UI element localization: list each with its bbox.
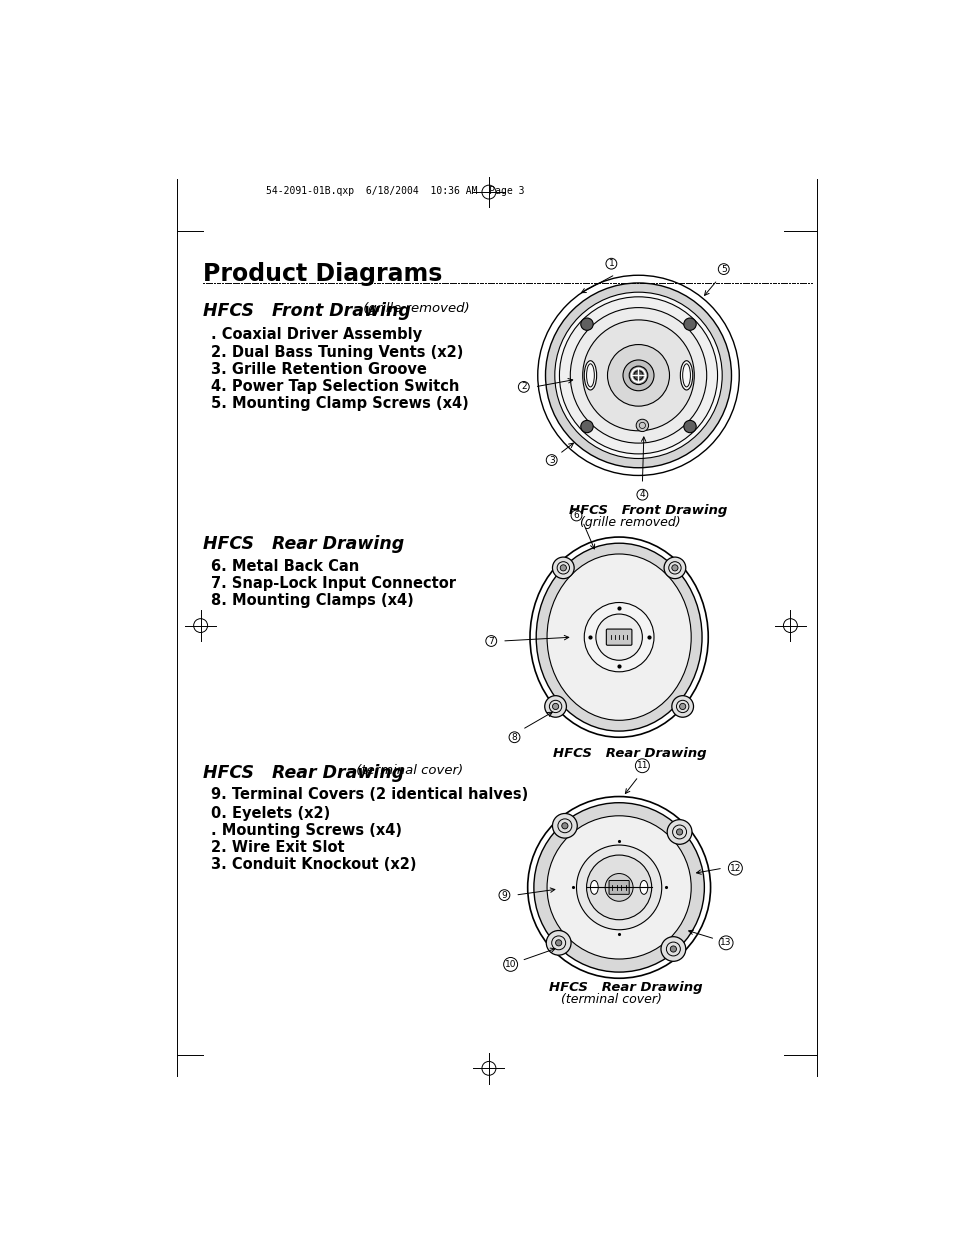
- Circle shape: [555, 293, 721, 458]
- Circle shape: [633, 370, 642, 380]
- Circle shape: [683, 317, 696, 330]
- Circle shape: [671, 564, 678, 571]
- Circle shape: [546, 930, 571, 955]
- Circle shape: [546, 454, 557, 466]
- Circle shape: [636, 419, 648, 431]
- Text: Product Diagrams: Product Diagrams: [203, 262, 442, 287]
- Circle shape: [719, 936, 732, 950]
- Text: 3: 3: [548, 456, 554, 464]
- Circle shape: [544, 695, 566, 718]
- Circle shape: [607, 345, 669, 406]
- Circle shape: [559, 564, 566, 571]
- Text: . Mounting Screws (x4): . Mounting Screws (x4): [211, 823, 401, 837]
- Circle shape: [498, 889, 509, 900]
- Text: 13: 13: [720, 939, 731, 947]
- Circle shape: [517, 382, 529, 393]
- Text: HFCS   Front Drawing: HFCS Front Drawing: [568, 504, 726, 517]
- Circle shape: [671, 695, 693, 718]
- Text: 7: 7: [488, 636, 494, 646]
- Circle shape: [622, 359, 654, 390]
- Circle shape: [509, 732, 519, 742]
- Circle shape: [604, 873, 633, 902]
- Text: (terminal cover): (terminal cover): [352, 764, 462, 777]
- Text: HFCS   Rear Drawing: HFCS Rear Drawing: [553, 747, 706, 761]
- Ellipse shape: [639, 881, 647, 894]
- Ellipse shape: [590, 881, 598, 894]
- Circle shape: [728, 861, 741, 876]
- Text: (grille removed): (grille removed): [359, 303, 470, 315]
- Circle shape: [683, 420, 696, 432]
- Text: 3. Grille Retention Groove: 3. Grille Retention Groove: [211, 362, 426, 377]
- Text: 4. Power Tap Selection Switch: 4. Power Tap Selection Switch: [211, 379, 458, 394]
- Ellipse shape: [546, 555, 691, 720]
- Text: HFCS   Rear Drawing: HFCS Rear Drawing: [549, 982, 702, 994]
- Circle shape: [580, 420, 593, 432]
- Text: 10: 10: [504, 960, 516, 969]
- Circle shape: [545, 283, 731, 468]
- Text: 9: 9: [501, 890, 507, 899]
- Text: 11: 11: [636, 761, 647, 771]
- Text: (terminal cover): (terminal cover): [560, 993, 661, 1005]
- Circle shape: [552, 557, 574, 579]
- Text: 8: 8: [511, 732, 517, 742]
- Text: HFCS   Rear Drawing: HFCS Rear Drawing: [203, 535, 404, 553]
- Circle shape: [552, 704, 558, 710]
- Text: 5: 5: [720, 264, 726, 274]
- Text: 5. Mounting Clamp Screws (x4): 5. Mounting Clamp Screws (x4): [211, 396, 468, 411]
- Circle shape: [485, 636, 497, 646]
- Ellipse shape: [583, 603, 654, 672]
- Circle shape: [635, 758, 649, 773]
- Circle shape: [629, 366, 647, 384]
- Text: 6: 6: [573, 511, 578, 520]
- Circle shape: [676, 829, 682, 835]
- Text: 4: 4: [639, 490, 644, 499]
- Text: 2. Dual Bass Tuning Vents (x2): 2. Dual Bass Tuning Vents (x2): [211, 346, 462, 361]
- Circle shape: [570, 308, 706, 443]
- Circle shape: [718, 264, 728, 274]
- Ellipse shape: [596, 614, 641, 661]
- Circle shape: [503, 957, 517, 972]
- Text: HFCS   Front Drawing: HFCS Front Drawing: [203, 303, 411, 320]
- Circle shape: [576, 845, 661, 930]
- Text: 0. Eyelets (x2): 0. Eyelets (x2): [211, 805, 330, 821]
- Circle shape: [637, 489, 647, 500]
- Text: 9. Terminal Covers (2 identical halves): 9. Terminal Covers (2 identical halves): [211, 787, 527, 803]
- Text: HFCS   Rear Drawing: HFCS Rear Drawing: [203, 764, 404, 782]
- Text: . Coaxial Driver Assembly: . Coaxial Driver Assembly: [211, 327, 421, 342]
- Circle shape: [552, 814, 577, 839]
- Circle shape: [586, 855, 651, 920]
- Text: 12: 12: [729, 863, 740, 873]
- Circle shape: [580, 317, 593, 330]
- Circle shape: [679, 704, 685, 710]
- Text: (grille removed): (grille removed): [579, 516, 680, 530]
- Circle shape: [558, 296, 717, 454]
- Circle shape: [660, 936, 685, 961]
- Text: 54-2091-01B.qxp  6/18/2004  10:36 AM  Page 3: 54-2091-01B.qxp 6/18/2004 10:36 AM Page …: [266, 185, 524, 195]
- Circle shape: [582, 320, 694, 431]
- Text: 2: 2: [520, 383, 526, 391]
- Circle shape: [571, 510, 581, 521]
- FancyBboxPatch shape: [608, 881, 629, 894]
- Text: 3. Conduit Knockout (x2): 3. Conduit Knockout (x2): [211, 857, 416, 872]
- Circle shape: [670, 946, 676, 952]
- Text: 7. Snap-Lock Input Connector: 7. Snap-Lock Input Connector: [211, 577, 456, 592]
- Ellipse shape: [536, 543, 701, 731]
- Circle shape: [555, 940, 561, 946]
- Circle shape: [663, 557, 685, 579]
- Circle shape: [605, 258, 617, 269]
- Circle shape: [666, 820, 691, 845]
- Circle shape: [534, 803, 703, 972]
- Circle shape: [561, 823, 567, 829]
- Text: 8. Mounting Clamps (x4): 8. Mounting Clamps (x4): [211, 593, 413, 609]
- Ellipse shape: [583, 361, 596, 390]
- Ellipse shape: [679, 361, 692, 390]
- Text: 6. Metal Back Can: 6. Metal Back Can: [211, 559, 358, 574]
- Text: 1: 1: [608, 259, 614, 268]
- FancyBboxPatch shape: [606, 629, 631, 645]
- Circle shape: [546, 816, 691, 960]
- Text: 2. Wire Exit Slot: 2. Wire Exit Slot: [211, 840, 344, 855]
